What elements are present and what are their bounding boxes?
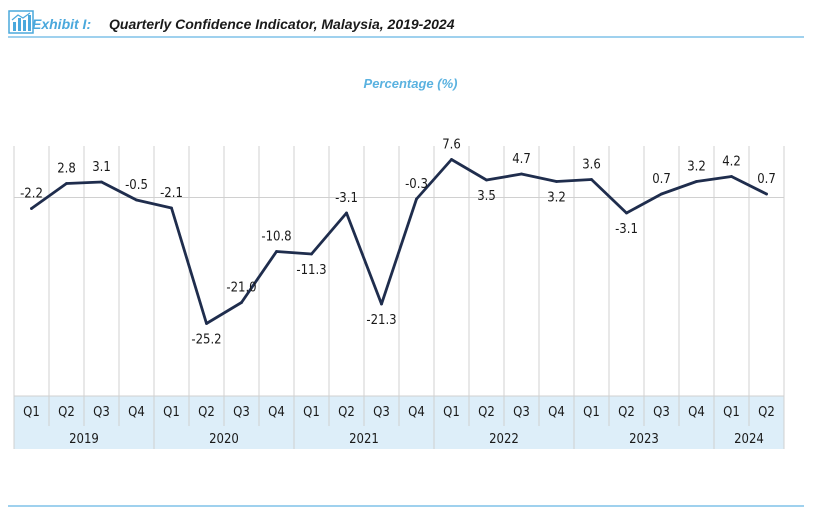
data-label: -2.2 bbox=[20, 187, 43, 202]
data-label: -25.2 bbox=[191, 333, 221, 348]
data-label: 4.7 bbox=[512, 152, 531, 167]
x-tick-label-quarter: Q1 bbox=[583, 405, 600, 420]
data-label: 3.1 bbox=[92, 160, 111, 175]
data-point bbox=[65, 182, 68, 185]
data-point bbox=[345, 211, 348, 215]
exhibit-header: Exhibit I: Quarterly Confidence Indicato… bbox=[8, 8, 804, 36]
data-label: -0.5 bbox=[125, 178, 148, 193]
x-tick-label-quarter: Q1 bbox=[23, 405, 40, 420]
data-point bbox=[170, 206, 173, 210]
footer-divider bbox=[8, 505, 804, 507]
data-label: 0.7 bbox=[757, 172, 776, 187]
x-tick-label-quarter: Q1 bbox=[443, 405, 460, 420]
data-label: -2.1 bbox=[160, 186, 183, 201]
x-tick-label-year: 2019 bbox=[69, 432, 99, 447]
x-tick-label-quarter: Q2 bbox=[758, 405, 775, 420]
x-tick-label-quarter: Q2 bbox=[198, 405, 215, 420]
data-label: -10.8 bbox=[261, 230, 291, 245]
x-tick-label-quarter: Q2 bbox=[478, 405, 495, 420]
x-tick-label-year: 2022 bbox=[489, 432, 519, 447]
data-point bbox=[30, 207, 33, 210]
data-point bbox=[100, 180, 103, 184]
x-tick-label-quarter: Q3 bbox=[653, 405, 670, 420]
data-label: 4.2 bbox=[722, 155, 741, 170]
x-tick-label-quarter: Q2 bbox=[338, 405, 355, 420]
x-tick-label-quarter: Q4 bbox=[268, 405, 285, 420]
x-tick-label-quarter: Q3 bbox=[93, 405, 110, 420]
x-tick-label-quarter: Q4 bbox=[688, 405, 705, 420]
data-point bbox=[520, 172, 523, 176]
data-label: -21.0 bbox=[226, 281, 256, 296]
chart-title: Quarterly Confidence Indicator, Malaysia… bbox=[109, 16, 455, 32]
data-point bbox=[380, 302, 383, 306]
x-tick-label-quarter: Q4 bbox=[548, 405, 565, 420]
x-tick-label-year: 2023 bbox=[629, 432, 659, 447]
data-point bbox=[625, 211, 628, 215]
x-tick-label-quarter: Q1 bbox=[303, 405, 320, 420]
x-tick-label-quarter: Q2 bbox=[58, 405, 75, 420]
data-label: 7.6 bbox=[442, 138, 461, 153]
bar-chart-icon bbox=[8, 10, 34, 34]
data-point bbox=[590, 178, 593, 181]
x-tick-label-quarter: Q3 bbox=[373, 405, 390, 420]
y-axis-label: Percentage (%) bbox=[363, 76, 458, 91]
data-label: 0.7 bbox=[652, 172, 671, 187]
data-point bbox=[660, 192, 663, 196]
data-label: -21.3 bbox=[366, 313, 396, 328]
x-tick-label-quarter: Q3 bbox=[233, 405, 250, 420]
data-point bbox=[730, 175, 733, 178]
data-label: -3.1 bbox=[615, 222, 638, 237]
data-point bbox=[555, 180, 558, 183]
x-tick-label-quarter: Q3 bbox=[513, 405, 530, 420]
data-point bbox=[765, 192, 768, 196]
data-point bbox=[485, 178, 488, 182]
x-tick-label-quarter: Q4 bbox=[408, 405, 425, 420]
data-point bbox=[450, 158, 453, 161]
x-tick-label-year: 2024 bbox=[734, 432, 764, 447]
data-point bbox=[275, 250, 278, 253]
series-line bbox=[30, 158, 768, 325]
data-label: -11.3 bbox=[296, 263, 326, 278]
x-tick-label-quarter: Q1 bbox=[723, 405, 740, 420]
header-divider bbox=[8, 36, 804, 38]
data-label: 3.2 bbox=[687, 160, 706, 175]
x-tick-label-year: 2020 bbox=[209, 432, 239, 447]
data-label: 2.8 bbox=[57, 162, 76, 177]
data-label: 3.6 bbox=[582, 158, 601, 173]
data-label: 3.5 bbox=[477, 189, 496, 204]
data-point bbox=[310, 252, 313, 256]
data-point bbox=[415, 197, 418, 201]
data-point bbox=[240, 301, 243, 304]
data-point bbox=[135, 198, 138, 202]
exhibit-label: Exhibit I: bbox=[32, 16, 92, 32]
data-label: -0.3 bbox=[405, 177, 428, 192]
x-tick-label-quarter: Q2 bbox=[618, 405, 635, 420]
data-point bbox=[695, 180, 698, 183]
x-tick-label-quarter: Q1 bbox=[163, 405, 180, 420]
x-tick-label-year: 2021 bbox=[349, 432, 379, 447]
data-point bbox=[205, 322, 208, 325]
data-label: 3.2 bbox=[547, 191, 566, 206]
x-tick-label-quarter: Q4 bbox=[128, 405, 145, 420]
data-label: -3.1 bbox=[335, 191, 358, 206]
